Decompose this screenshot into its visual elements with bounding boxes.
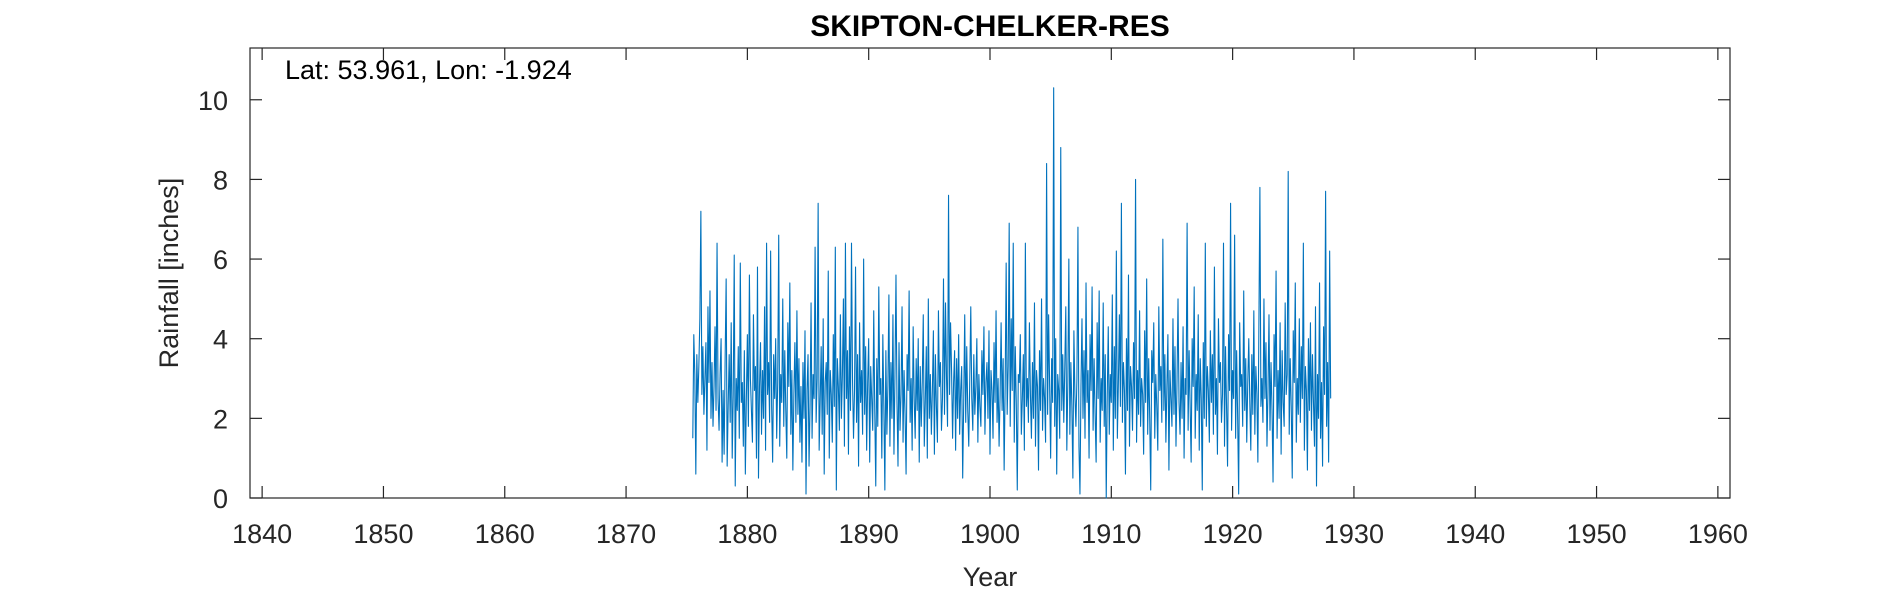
y-tick-label: 6 xyxy=(213,245,228,275)
chart-title: SKIPTON-CHELKER-RES xyxy=(810,10,1169,43)
location-annotation: Lat: 53.961, Lon: -1.924 xyxy=(285,55,572,85)
y-tick-label: 0 xyxy=(213,484,228,514)
x-tick-label: 1890 xyxy=(839,519,899,549)
y-tick-label: 4 xyxy=(213,325,228,355)
y-tick-label: 8 xyxy=(213,165,228,195)
rainfall-series-line xyxy=(692,87,1332,499)
x-axis: 1840 1850 1860 1870 1880 1890 1900 1910 1920 1930… xyxy=(232,48,1748,549)
x-tick-label: 1880 xyxy=(717,519,777,549)
x-tick-label: 1850 xyxy=(353,519,413,549)
x-tick-label: 1910 xyxy=(1081,519,1141,549)
x-tick-label: 1920 xyxy=(1203,519,1263,549)
x-tick-label: 1940 xyxy=(1445,519,1505,549)
y-axis: 0 2 4 6 8 10 xyxy=(198,86,1730,514)
x-tick-label: 1900 xyxy=(960,519,1020,549)
x-tick-label: 1950 xyxy=(1567,519,1627,549)
x-axis-label: Year xyxy=(963,562,1018,591)
y-axis-label: Rainfall [inches] xyxy=(154,178,184,369)
x-tick-label: 1840 xyxy=(232,519,292,549)
y-tick-label: 2 xyxy=(213,404,228,434)
x-tick-label: 1930 xyxy=(1324,519,1384,549)
x-tick-label: 1960 xyxy=(1688,519,1748,549)
x-tick-label: 1870 xyxy=(596,519,656,549)
y-tick-label: 10 xyxy=(198,86,228,116)
x-tick-label: 1860 xyxy=(475,519,535,549)
